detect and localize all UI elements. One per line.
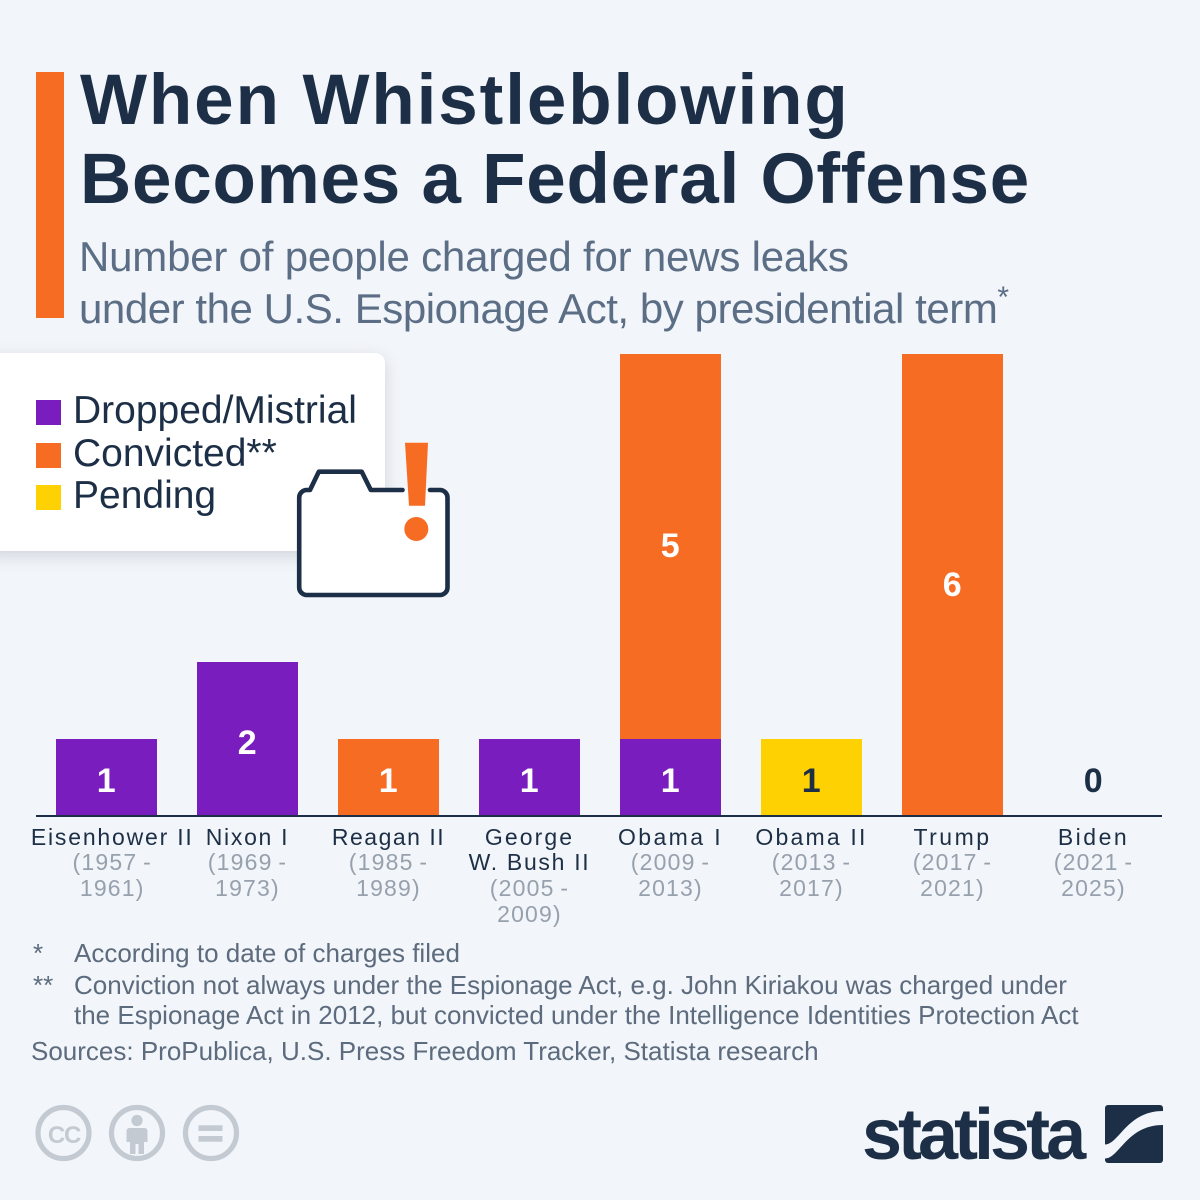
- svg-text:CC: CC: [48, 1122, 81, 1149]
